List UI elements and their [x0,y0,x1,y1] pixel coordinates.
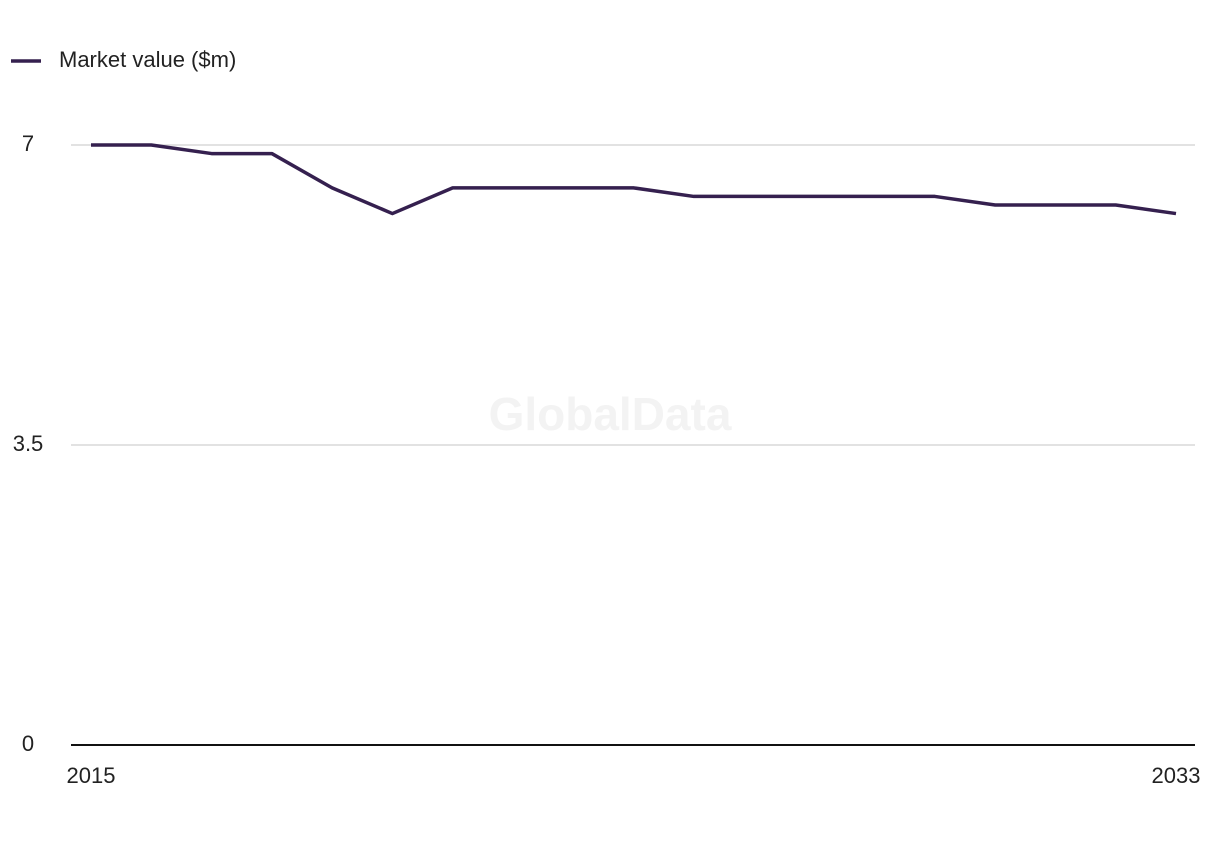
x-tick-label: 2033 [1152,763,1201,788]
watermark: GlobalData [489,388,732,440]
y-tick-label: 3.5 [13,431,44,456]
x-tick-label: 2015 [67,763,116,788]
y-tick-label: 7 [22,131,34,156]
legend-label: Market value ($m) [59,47,236,72]
data-line [91,143,1177,216]
y-tick-label: 0 [22,731,34,756]
